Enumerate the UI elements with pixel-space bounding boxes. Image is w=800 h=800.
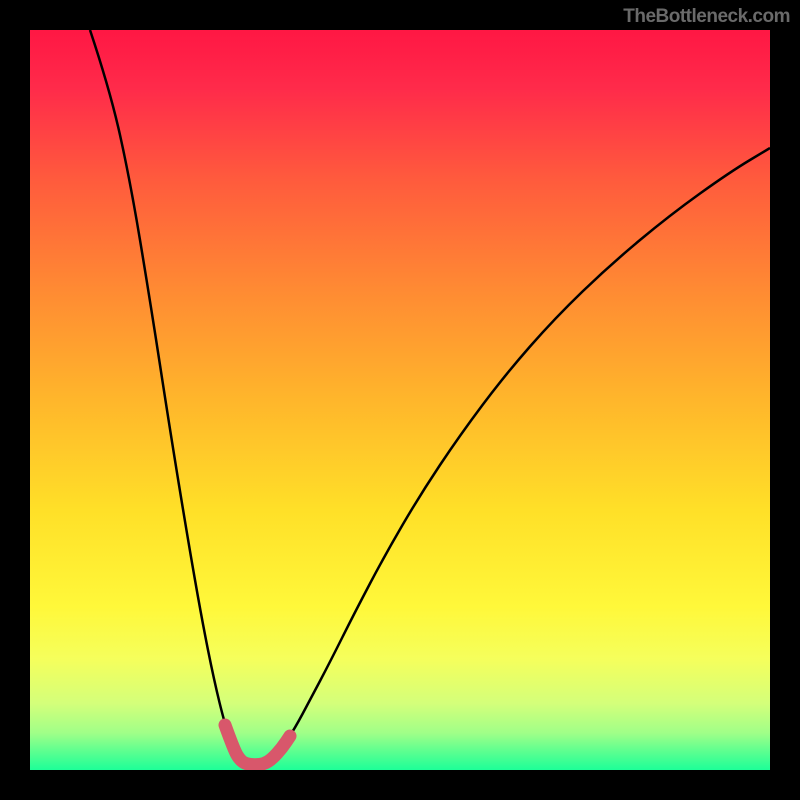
plot-area	[30, 30, 770, 770]
watermark-text: TheBottleneck.com	[623, 6, 790, 28]
chart-frame: TheBottleneck.com	[0, 0, 800, 800]
background-gradient	[30, 30, 770, 770]
